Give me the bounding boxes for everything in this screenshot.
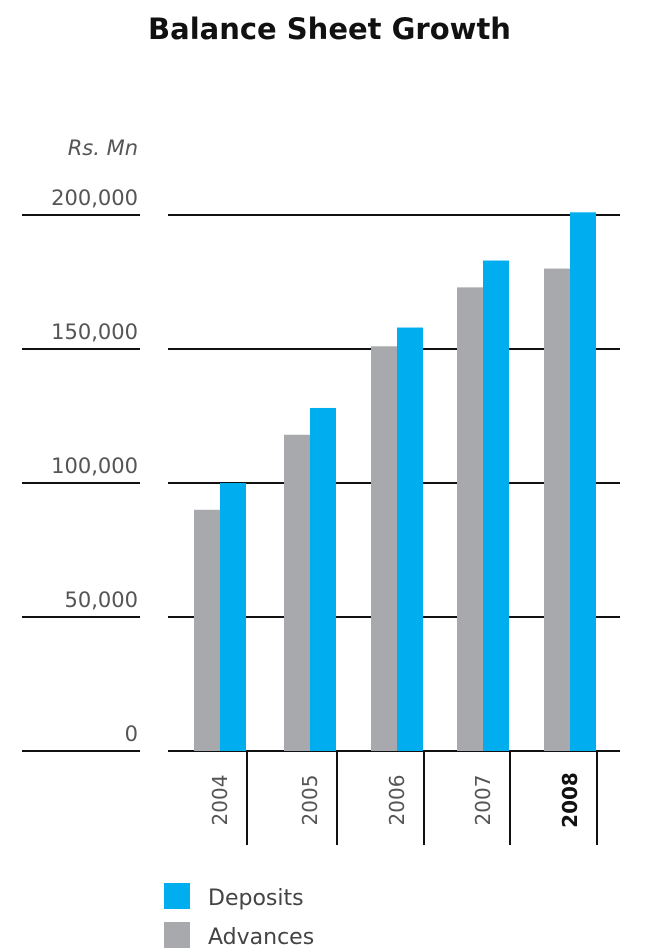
y-tick-label: 150,000 [51,320,138,344]
bar-deposits [570,212,596,751]
bar-deposits [483,260,509,751]
bar-deposits [220,483,246,751]
x-tick-label: 2007 [471,775,495,826]
bar-advances [544,268,570,751]
y-tick-label: 0 [125,722,138,746]
bar-deposits [310,407,336,751]
legend-swatch-deposits [164,883,190,909]
x-tick-label: 2008 [558,772,582,828]
y-tick-label: 200,000 [51,186,138,210]
y-tick-label: 50,000 [65,588,138,612]
bar-advances [284,434,310,751]
bar-advances [194,509,220,751]
x-tick-label: 2005 [298,775,322,826]
y-tick-label: 100,000 [51,454,138,478]
y-axis-unit-label: Rs. Mn [67,136,138,160]
x-tick-label: 2006 [385,775,409,826]
legend-label-advances: Advances [208,925,314,949]
x-tick-label: 2004 [208,775,232,826]
bar-advances [457,287,483,751]
legend-label-deposits: Deposits [208,886,304,911]
chart-title: Balance Sheet Growth [148,12,511,46]
bar-advances [371,346,397,751]
bar-deposits [397,327,423,751]
legend-swatch-advances [164,922,190,948]
